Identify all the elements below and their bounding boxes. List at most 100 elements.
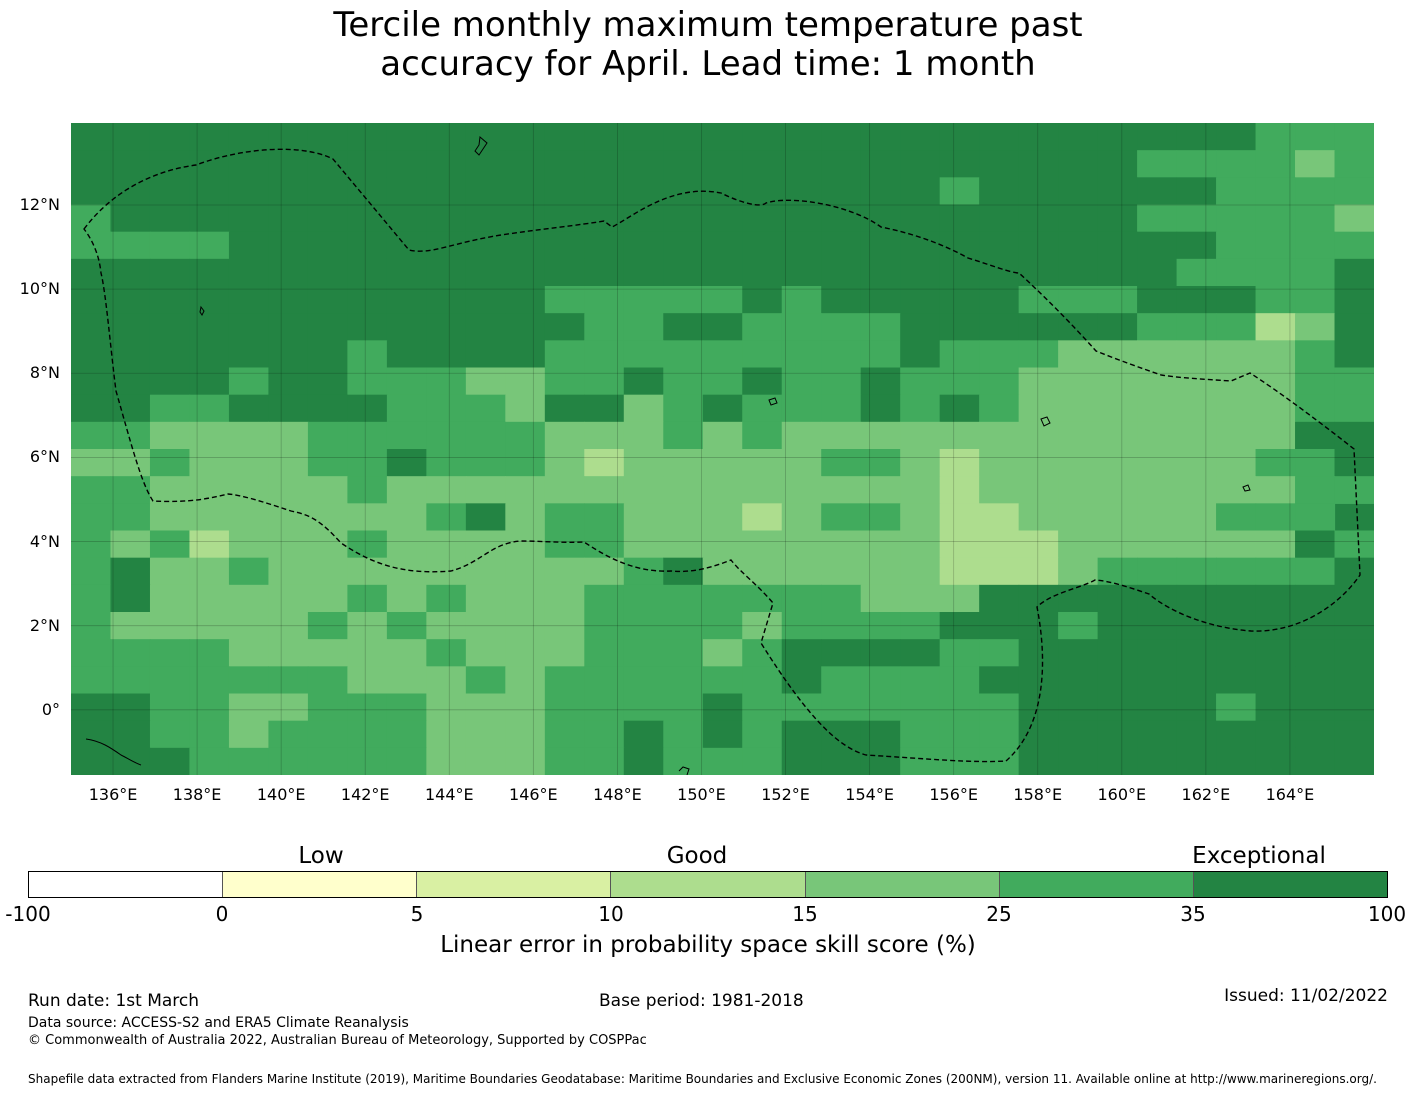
grid-cell xyxy=(189,421,230,450)
grid-cell xyxy=(149,449,191,477)
grid-cell xyxy=(71,177,112,206)
grid-cell xyxy=(702,150,743,178)
grid-cell xyxy=(979,557,1020,586)
grid-cell xyxy=(189,340,230,369)
grid-cell xyxy=(821,530,862,559)
grid-cell xyxy=(110,340,151,369)
grid-cell xyxy=(307,421,348,450)
grid-cell xyxy=(386,231,427,260)
grid-cell xyxy=(426,177,467,206)
grid-cell xyxy=(268,123,309,151)
grid-cell xyxy=(623,584,664,613)
grid-cell xyxy=(979,449,1020,477)
grid-cell xyxy=(1176,394,1217,423)
grid-cell xyxy=(860,394,901,423)
grid-cell xyxy=(702,313,743,341)
grid-cell xyxy=(228,449,270,477)
grid-cell xyxy=(900,394,941,423)
grid-cell xyxy=(71,584,112,613)
grid-cell xyxy=(149,286,191,314)
grid-cell xyxy=(1334,666,1374,695)
grid-cell xyxy=(584,367,625,396)
grid-cell xyxy=(742,123,783,151)
grid-cell xyxy=(307,747,348,775)
grid-cell xyxy=(1058,123,1099,151)
grid-cell xyxy=(939,612,980,640)
grid-cell xyxy=(426,258,467,287)
grid-cell xyxy=(1216,258,1257,287)
grid-cell xyxy=(584,123,625,151)
colorbar-tick: 15 xyxy=(792,902,818,926)
grid-cell xyxy=(623,286,664,314)
grid-cell xyxy=(900,204,941,233)
grid-cell xyxy=(781,666,822,695)
grid-cell xyxy=(149,421,191,450)
grid-cell xyxy=(228,421,270,450)
grid-cell xyxy=(110,123,151,151)
grid-cell xyxy=(189,394,230,423)
grid-cell xyxy=(900,666,941,695)
grid-cell xyxy=(1176,639,1217,667)
grid-cell xyxy=(505,693,546,722)
grid-cell xyxy=(702,123,743,151)
grid-cell xyxy=(426,612,467,640)
grid-cell xyxy=(663,584,704,613)
grid-cell xyxy=(623,503,664,532)
lat-label-10n: 10°N xyxy=(19,279,60,299)
grid-cell xyxy=(386,340,427,369)
grid-cell xyxy=(1216,449,1257,477)
grid-cell xyxy=(1018,557,1059,586)
grid-cell xyxy=(1097,639,1138,667)
grid-cell xyxy=(1255,177,1296,206)
grid-cell xyxy=(1018,258,1059,287)
grid-cell xyxy=(465,313,506,341)
grid-cell xyxy=(386,639,427,667)
lon-label-150e: 150°E xyxy=(677,785,726,804)
grid-cell xyxy=(1018,666,1059,695)
island-new-ireland xyxy=(678,766,690,775)
grid-cell xyxy=(544,557,585,586)
grid-cell xyxy=(1058,557,1099,586)
grid-cell xyxy=(189,503,230,532)
grid-cell xyxy=(189,639,230,667)
grid-cell xyxy=(979,286,1020,314)
colorbar-segment xyxy=(416,872,611,897)
grid-cell xyxy=(979,476,1020,504)
grid-cell xyxy=(268,313,309,341)
grid-cell xyxy=(149,530,191,559)
grid-cell xyxy=(1018,421,1059,450)
grid-cell xyxy=(1334,476,1374,504)
grid-cell xyxy=(505,666,546,695)
grid-cell xyxy=(742,476,783,504)
grid-cell xyxy=(465,747,506,775)
grid-cell xyxy=(189,693,230,722)
grid-cell xyxy=(584,177,625,206)
grid-cell xyxy=(149,557,191,586)
grid-cell xyxy=(860,503,901,532)
grid-cell xyxy=(1018,367,1059,396)
grid-cell xyxy=(1255,449,1296,477)
lon-label-152e: 152°E xyxy=(761,785,810,804)
island-pohnpei xyxy=(1040,416,1051,427)
grid-cell xyxy=(939,584,980,613)
grid-cell xyxy=(505,476,546,504)
grid-cell xyxy=(900,340,941,369)
grid-cell xyxy=(1137,612,1178,640)
grid-cell xyxy=(742,150,783,178)
grid-cell xyxy=(1295,150,1336,178)
grid-cell xyxy=(623,421,664,450)
grid-cell xyxy=(1137,286,1178,314)
grid-cell xyxy=(1058,720,1099,749)
grid-cell xyxy=(821,204,862,233)
grid-cell xyxy=(149,231,191,260)
grid-cell xyxy=(1255,204,1296,233)
skill-score-map[interactable] xyxy=(71,123,1374,775)
grid-cell xyxy=(71,286,112,314)
grid-cell xyxy=(426,720,467,749)
grid-cell xyxy=(544,476,585,504)
grid-cell xyxy=(505,584,546,613)
grid-cell xyxy=(149,612,191,640)
grid-cell xyxy=(189,666,230,695)
grid-cell xyxy=(347,123,388,151)
grid-cell xyxy=(742,557,783,586)
